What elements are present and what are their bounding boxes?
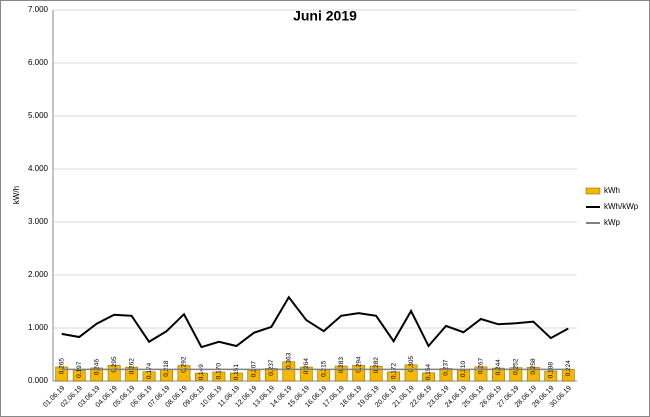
legend-label: kWp bbox=[604, 218, 621, 227]
bar bbox=[387, 371, 400, 382]
bar bbox=[526, 367, 540, 382]
y-tick-label: 3.000 bbox=[28, 217, 49, 226]
legend-label: kWh/kWp bbox=[604, 202, 639, 211]
bar bbox=[90, 367, 104, 382]
chart-title: Juni 2019 bbox=[293, 8, 357, 24]
bar-label: 0,267 bbox=[478, 357, 485, 374]
y-tick-label: 2.000 bbox=[28, 270, 49, 279]
legend-label: kWh bbox=[604, 186, 620, 195]
bar-label: 0,151 bbox=[233, 364, 240, 381]
bar bbox=[509, 367, 523, 382]
bar-label: 0,265 bbox=[58, 358, 65, 375]
bar-label: 0,170 bbox=[216, 363, 223, 380]
bar-label: 0,224 bbox=[565, 360, 572, 377]
bar-label: 0,258 bbox=[530, 358, 537, 375]
bar-label: 0,295 bbox=[111, 356, 118, 373]
bar-label: 0,174 bbox=[146, 362, 153, 379]
bar-label: 0,363 bbox=[286, 352, 293, 369]
bar-label: 0,252 bbox=[513, 358, 520, 375]
bar bbox=[439, 368, 453, 382]
bar bbox=[299, 366, 313, 382]
bar bbox=[230, 372, 243, 382]
bar-label: 0,246 bbox=[93, 359, 100, 376]
bar-label: 0,218 bbox=[163, 360, 170, 377]
bar-label: 0,154 bbox=[425, 363, 432, 380]
bar bbox=[544, 370, 558, 382]
bar-label: 0,262 bbox=[128, 358, 135, 375]
bar bbox=[212, 371, 226, 382]
bar-label: 0,292 bbox=[181, 356, 188, 373]
bar bbox=[492, 367, 505, 382]
bar bbox=[72, 370, 86, 382]
bar-label: 0,244 bbox=[495, 359, 502, 376]
bar-label: 0,149 bbox=[198, 364, 205, 381]
bar-label: 0,215 bbox=[320, 360, 327, 377]
y-axis-label: kW/h bbox=[12, 186, 21, 204]
bar-label: 0,237 bbox=[443, 359, 450, 376]
y-tick-label: 6.000 bbox=[28, 58, 49, 67]
bar bbox=[282, 361, 296, 382]
legend-swatch bbox=[585, 187, 601, 195]
line bbox=[61, 295, 569, 349]
bar bbox=[195, 372, 208, 382]
bar bbox=[125, 366, 138, 382]
bar bbox=[55, 366, 69, 382]
y-tick-label: 4.000 bbox=[28, 164, 49, 173]
bar-label: 0,305 bbox=[408, 355, 415, 372]
bar-label: 0,294 bbox=[355, 356, 362, 373]
bar-label: 0,264 bbox=[303, 358, 310, 375]
bar bbox=[264, 368, 278, 382]
bar-label: 0,283 bbox=[338, 357, 345, 374]
bar-label: 0,237 bbox=[268, 359, 275, 376]
bar-label: 0,282 bbox=[373, 357, 380, 374]
bar-label: 0,172 bbox=[390, 363, 397, 380]
bar bbox=[422, 372, 435, 382]
bar bbox=[142, 371, 156, 382]
y-tick-label: 7.000 bbox=[28, 5, 49, 14]
y-tick-label: 1.000 bbox=[28, 323, 49, 332]
y-tick-label: 5.000 bbox=[28, 111, 49, 120]
y-tick-label: 0.000 bbox=[28, 376, 49, 385]
bar bbox=[474, 366, 488, 382]
